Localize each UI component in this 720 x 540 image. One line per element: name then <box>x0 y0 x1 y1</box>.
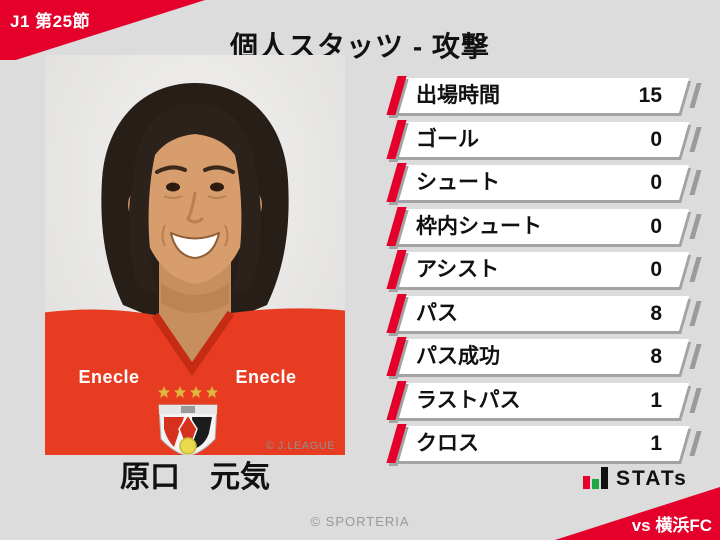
stat-label: アシスト <box>416 258 500 281</box>
stat-label: パス <box>416 301 458 325</box>
stats-logo-label: STATs <box>616 467 688 491</box>
opponent-label: vs 横浜FC <box>631 516 712 535</box>
stat-value: 0 <box>650 214 662 238</box>
stat-row-slash-decoration <box>689 126 702 152</box>
sponsor-left: Enecle <box>78 367 139 387</box>
stat-row-slash-decoration <box>689 344 702 369</box>
stat-value: 1 <box>650 432 662 455</box>
stat-row-slash-decoration <box>689 300 702 326</box>
stat-row-slash-decoration <box>689 213 702 239</box>
stats-list: 出場時間 15 ゴール 0 シュート 0 枠内シュート 0 <box>386 76 702 470</box>
stat-label: 枠内シュート <box>416 214 542 238</box>
player-portrait-graphic: Enecle Enecle <box>45 55 345 455</box>
stat-row: クロス 1 <box>386 424 702 463</box>
stat-row: 枠内シュート 0 <box>386 206 702 246</box>
smile <box>170 232 220 259</box>
stat-row: ゴール 0 <box>386 119 702 159</box>
stat-label: パス成功 <box>416 345 500 368</box>
stats-logo: STATs <box>583 467 688 489</box>
stat-value: 8 <box>650 301 662 325</box>
stat-row: シュート 0 <box>386 163 702 202</box>
round-badge-label: J1 第25節 <box>10 12 91 31</box>
stat-label: ゴール <box>416 127 479 151</box>
stat-value: 15 <box>638 84 662 107</box>
stat-row-slash-decoration <box>689 170 702 195</box>
stat-row-slash-decoration <box>689 83 702 108</box>
collar <box>151 310 235 377</box>
stat-label: ラストパス <box>416 388 521 412</box>
stat-label: クロス <box>416 432 479 455</box>
stats-bars-icon <box>583 467 608 489</box>
player-name: 原口 元気 <box>120 461 270 494</box>
stat-row-slash-decoration <box>689 431 702 456</box>
stat-row: パス成功 8 <box>386 337 702 376</box>
stat-label: 出場時間 <box>416 84 500 107</box>
crest-stars <box>158 386 218 398</box>
stat-row-slash-decoration <box>689 257 702 282</box>
stat-row-slash-decoration <box>689 387 702 413</box>
photo-credit: © J.LEAGUE <box>265 440 335 452</box>
stat-value: 8 <box>650 345 662 368</box>
stat-row: アシスト 0 <box>386 250 702 289</box>
stat-value: 1 <box>650 388 662 412</box>
player-photo: Enecle Enecle © J.LEAGUE <box>45 55 345 455</box>
stat-label: シュート <box>416 171 500 194</box>
club-crest <box>158 404 218 455</box>
stat-row: パス 8 <box>386 293 702 333</box>
stat-value: 0 <box>650 258 662 281</box>
jersey <box>45 308 345 455</box>
sponsor-right: Enecle <box>235 367 296 387</box>
stat-value: 0 <box>650 127 662 151</box>
stat-row: ラストパス 1 <box>386 380 702 420</box>
stat-row: 出場時間 15 <box>386 76 702 115</box>
stat-value: 0 <box>650 171 662 194</box>
hair-front <box>133 103 257 208</box>
copyright: © SPORTERIA <box>310 514 410 529</box>
